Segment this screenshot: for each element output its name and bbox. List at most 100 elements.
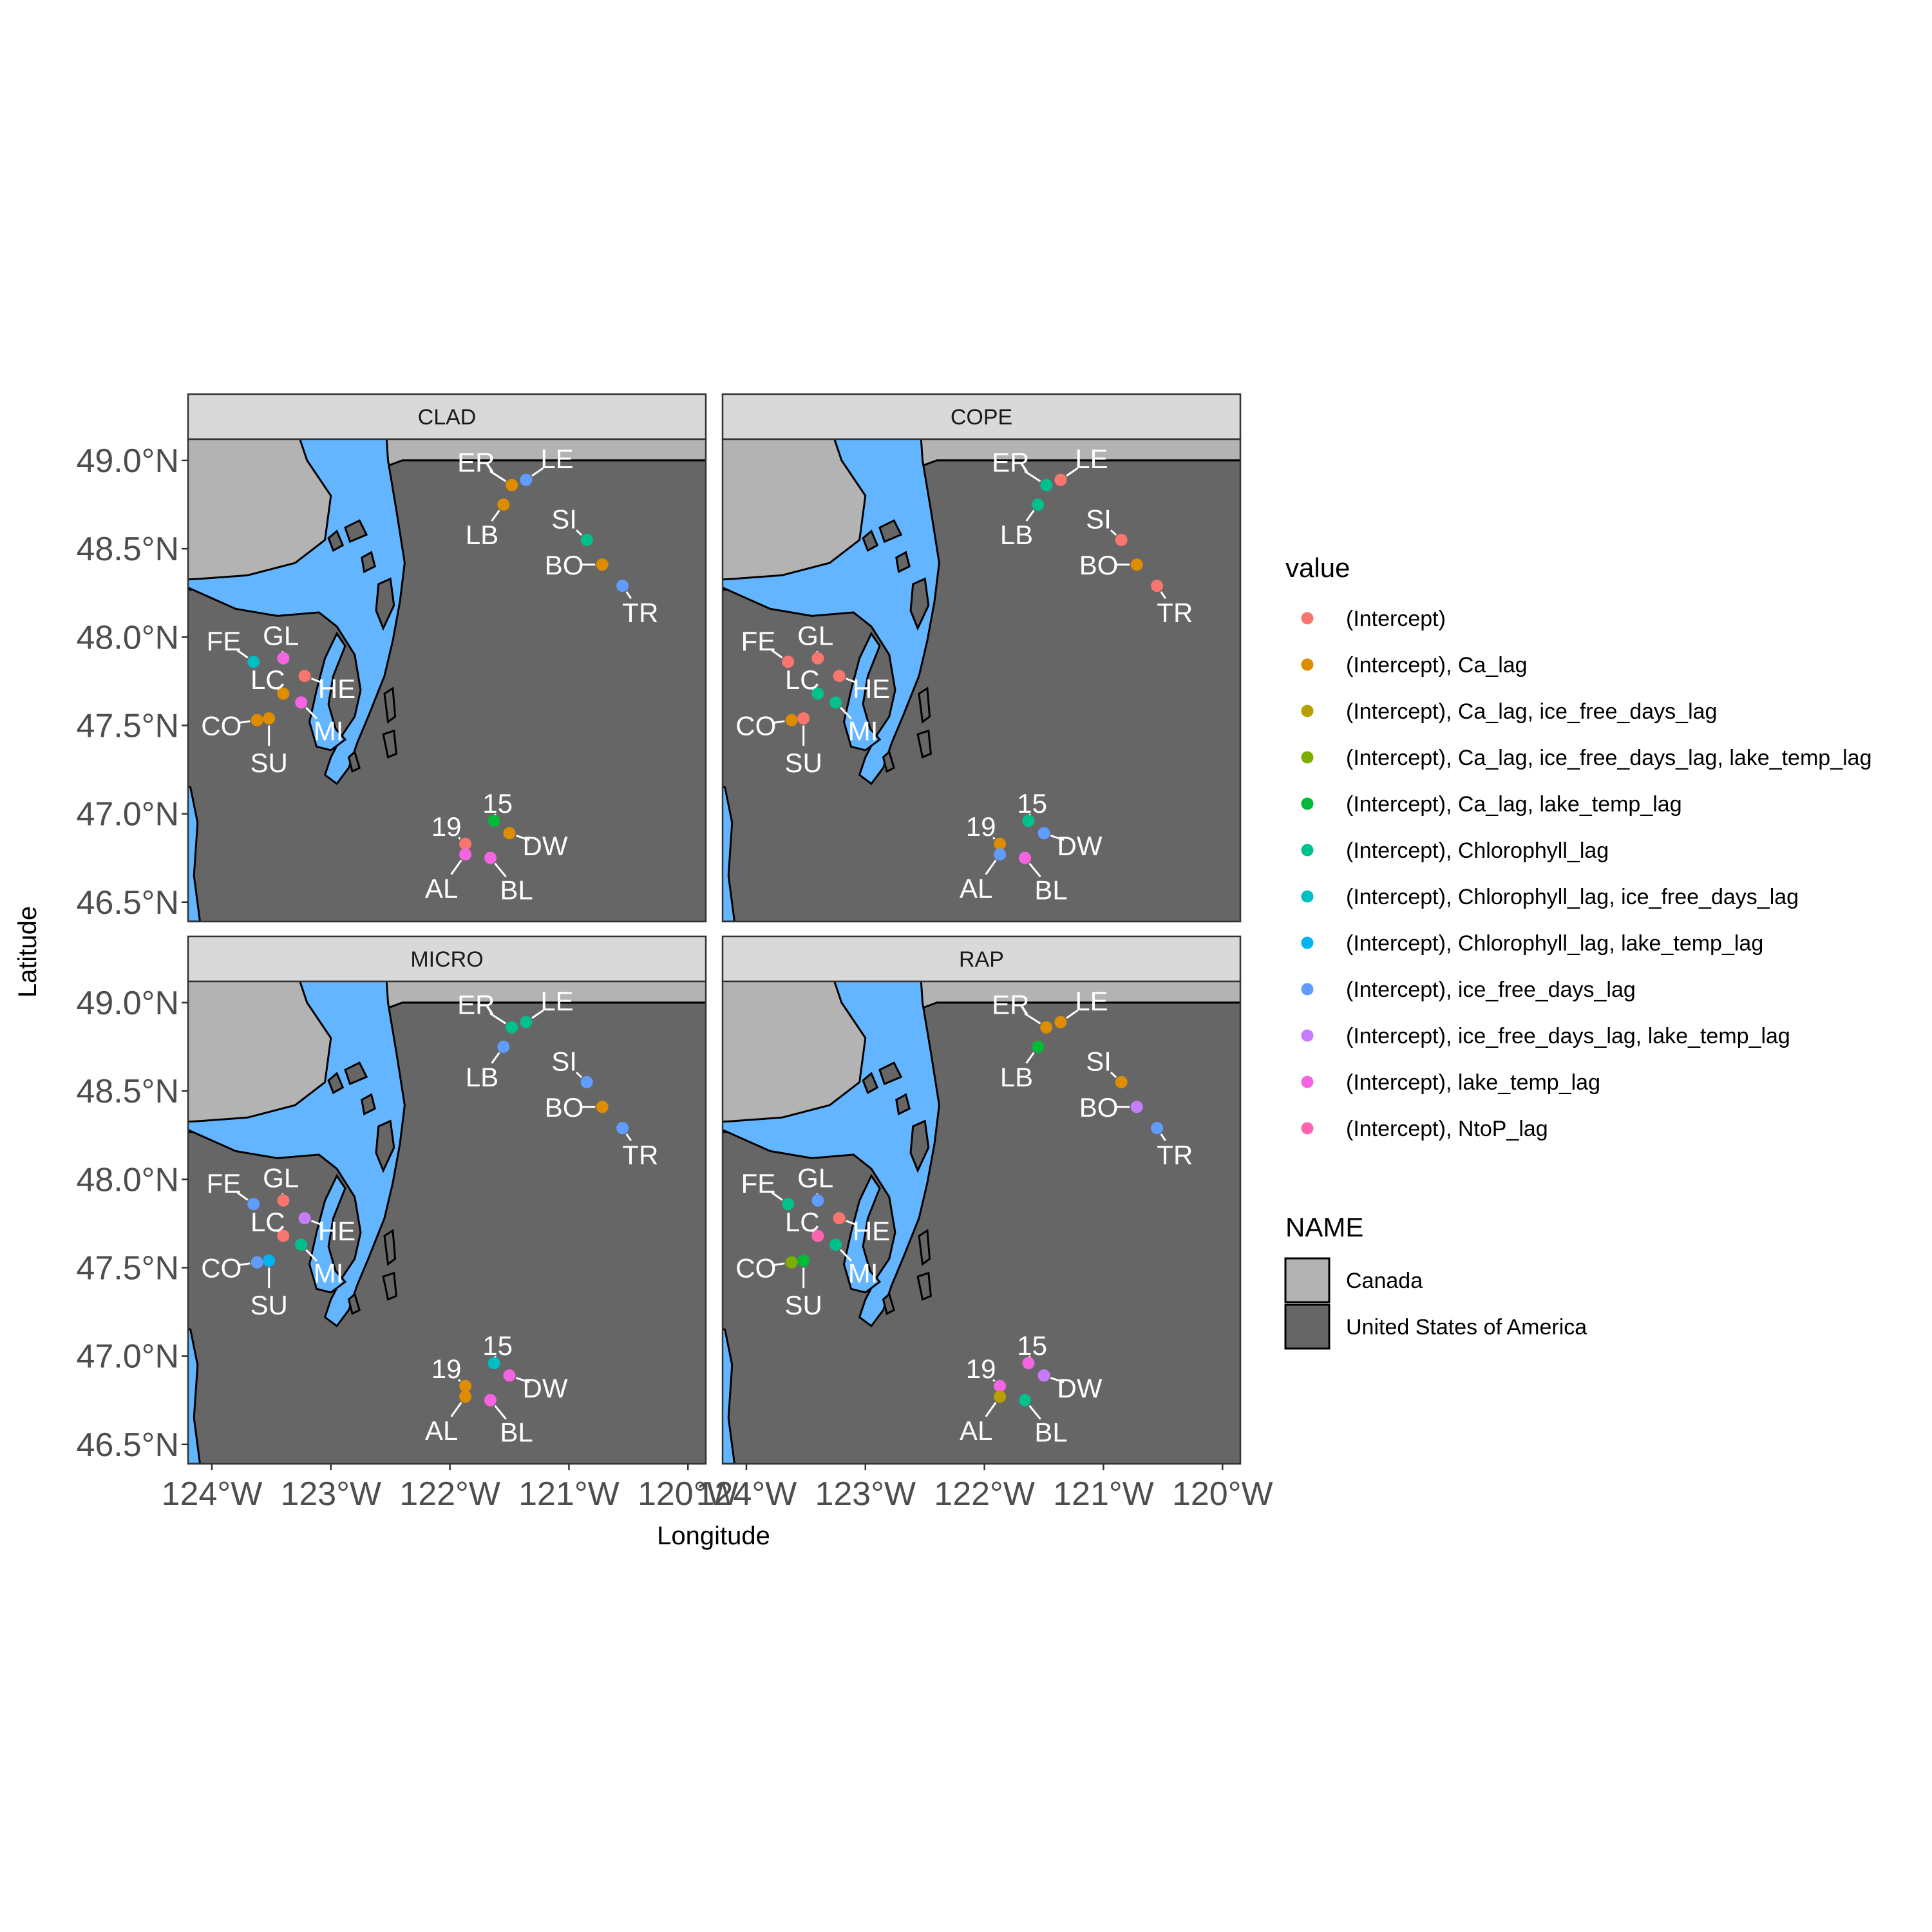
- leader-line-lb: [1025, 509, 1035, 522]
- site-label-le: LE: [1075, 986, 1108, 1016]
- site-label-er: ER: [992, 990, 1029, 1020]
- legend-name-key: [1284, 1257, 1331, 1303]
- site-point-lc: [811, 687, 824, 700]
- site-point-he: [833, 1212, 846, 1225]
- coastal-water: [188, 1328, 202, 1464]
- leader-line-19: [992, 1379, 996, 1382]
- leader-line-co: [238, 720, 251, 724]
- leader-line-he: [310, 677, 322, 683]
- legend-value-label: (Intercept), lake_temp_lag: [1346, 1070, 1600, 1095]
- site-point-fe: [782, 656, 795, 668]
- leader-line-dw: [1050, 834, 1065, 841]
- site-label-al: AL: [960, 873, 992, 904]
- island: [344, 1061, 368, 1086]
- panel-micro: MICRO ER LE LB SI BO TR FE GL HE LC MI CO SU 15 19 DW AL B…: [187, 935, 707, 1465]
- coastal-water: [723, 1328, 736, 1464]
- x-tick-label: 121°W: [518, 1475, 620, 1513]
- leader-line-bl: [494, 1405, 507, 1420]
- island: [347, 1292, 361, 1315]
- leader-line-al: [985, 1401, 997, 1417]
- leader-line-lb: [1025, 1052, 1035, 1064]
- site-label-19: 19: [966, 1354, 996, 1384]
- legend-value-key: [1301, 1122, 1314, 1135]
- site-label-fe: FE: [207, 626, 242, 656]
- leader-line-le: [531, 1009, 544, 1019]
- panel-border: [187, 980, 707, 1465]
- panel-cope: COPE ER LE LB SI BO TR FE GL HE LC MI CO SU 15 19 DW AL BL: [721, 393, 1242, 923]
- site-label-15: 15: [1017, 1331, 1047, 1361]
- site-label-bl: BL: [1034, 875, 1067, 905]
- leader-line-er: [489, 470, 507, 482]
- leader-line-al: [450, 1401, 462, 1417]
- site-label-bl: BL: [500, 875, 533, 905]
- site-point-su: [263, 1255, 276, 1267]
- y-tick-label: 47.5°N: [76, 1249, 179, 1287]
- site-label-su: SU: [251, 748, 288, 778]
- island: [918, 1229, 931, 1266]
- site-label-le: LE: [1075, 444, 1108, 474]
- leader-line-er: [1024, 470, 1041, 482]
- site-point-tr: [616, 580, 629, 592]
- legend-name-label: Canada: [1346, 1269, 1423, 1293]
- site-point-al: [459, 1390, 472, 1403]
- island: [361, 551, 376, 574]
- leader-line-dw: [515, 1376, 530, 1383]
- site-label-tr: TR: [622, 1140, 658, 1170]
- leader-line-tr: [1160, 591, 1167, 600]
- site-label-co: CO: [735, 1253, 776, 1283]
- site-label-gl: GL: [797, 1163, 833, 1193]
- x-tick-label: 122°W: [399, 1475, 500, 1513]
- site-label-le: LE: [540, 444, 573, 474]
- island: [878, 519, 903, 544]
- island: [383, 1229, 397, 1266]
- leader-line-bl: [494, 862, 507, 878]
- y-tick-label: 48.0°N: [76, 619, 179, 656]
- legend-value-key: [1301, 1029, 1314, 1042]
- panel-border: [721, 980, 1242, 1465]
- site-label-19: 19: [966, 811, 996, 842]
- site-point-al: [994, 848, 1007, 861]
- island: [862, 529, 879, 552]
- site-point-gl: [811, 652, 824, 665]
- strip-cope: [721, 393, 1242, 440]
- site-label-lb: LB: [466, 1062, 498, 1092]
- leader-line-co: [772, 1262, 785, 1267]
- island: [882, 1292, 896, 1315]
- site-point-bl: [484, 1394, 497, 1406]
- leader-line-bl: [1028, 1405, 1041, 1420]
- site-point-lb: [1032, 1041, 1045, 1053]
- site-label-le: LE: [540, 986, 573, 1016]
- y-tick-label: 48.0°N: [76, 1161, 179, 1198]
- legend-name-label: United States of America: [1346, 1315, 1587, 1340]
- legend-value-label: (Intercept), NtoP_lag: [1346, 1117, 1548, 1141]
- island: [918, 687, 931, 724]
- legend-value-key: [1301, 890, 1314, 903]
- site-label-tr: TR: [622, 598, 658, 628]
- site-point-19: [459, 837, 472, 850]
- site-point-fe: [247, 1198, 260, 1211]
- strip-title-cope: COPE: [951, 405, 1012, 430]
- leader-line-tr: [625, 1133, 632, 1142]
- site-label-mi: MI: [848, 716, 878, 746]
- site-label-he: HE: [318, 1216, 355, 1246]
- panels-layer: CLAD ER LE LB SI BO TR FE GL HE LC MI CO SU 15 19 DW AL BL…: [187, 393, 1242, 1465]
- map-body-cope: ER LE LB SI BO TR FE GL HE LC MI CO SU 15 19 DW AL BL: [723, 439, 1240, 922]
- site-point-15: [488, 1357, 500, 1370]
- site-point-co: [251, 1256, 263, 1269]
- site-point-bl: [484, 851, 497, 864]
- site-point-he: [298, 1212, 311, 1225]
- site-point-lb: [497, 1041, 510, 1053]
- site-point-lc: [277, 1229, 290, 1242]
- site-label-si: SI: [1086, 1046, 1112, 1077]
- legend-value-label: (Intercept), Chlorophyll_lag, ice_free_d…: [1346, 885, 1799, 909]
- site-label-co: CO: [735, 711, 776, 741]
- x-axis-title: Longitude: [657, 1522, 770, 1550]
- site-point-lb: [1032, 498, 1045, 511]
- island: [361, 1093, 376, 1116]
- site-label-tr: TR: [1157, 598, 1193, 628]
- leader-line-he: [310, 1220, 322, 1226]
- leader-line-fe: [771, 1191, 783, 1201]
- panel-clad: CLAD ER LE LB SI BO TR FE GL HE LC MI CO SU 15 19 DW AL BL: [187, 393, 707, 923]
- legend-value-label: (Intercept), Ca_lag: [1346, 653, 1528, 677]
- hood-canal-water: [842, 631, 882, 752]
